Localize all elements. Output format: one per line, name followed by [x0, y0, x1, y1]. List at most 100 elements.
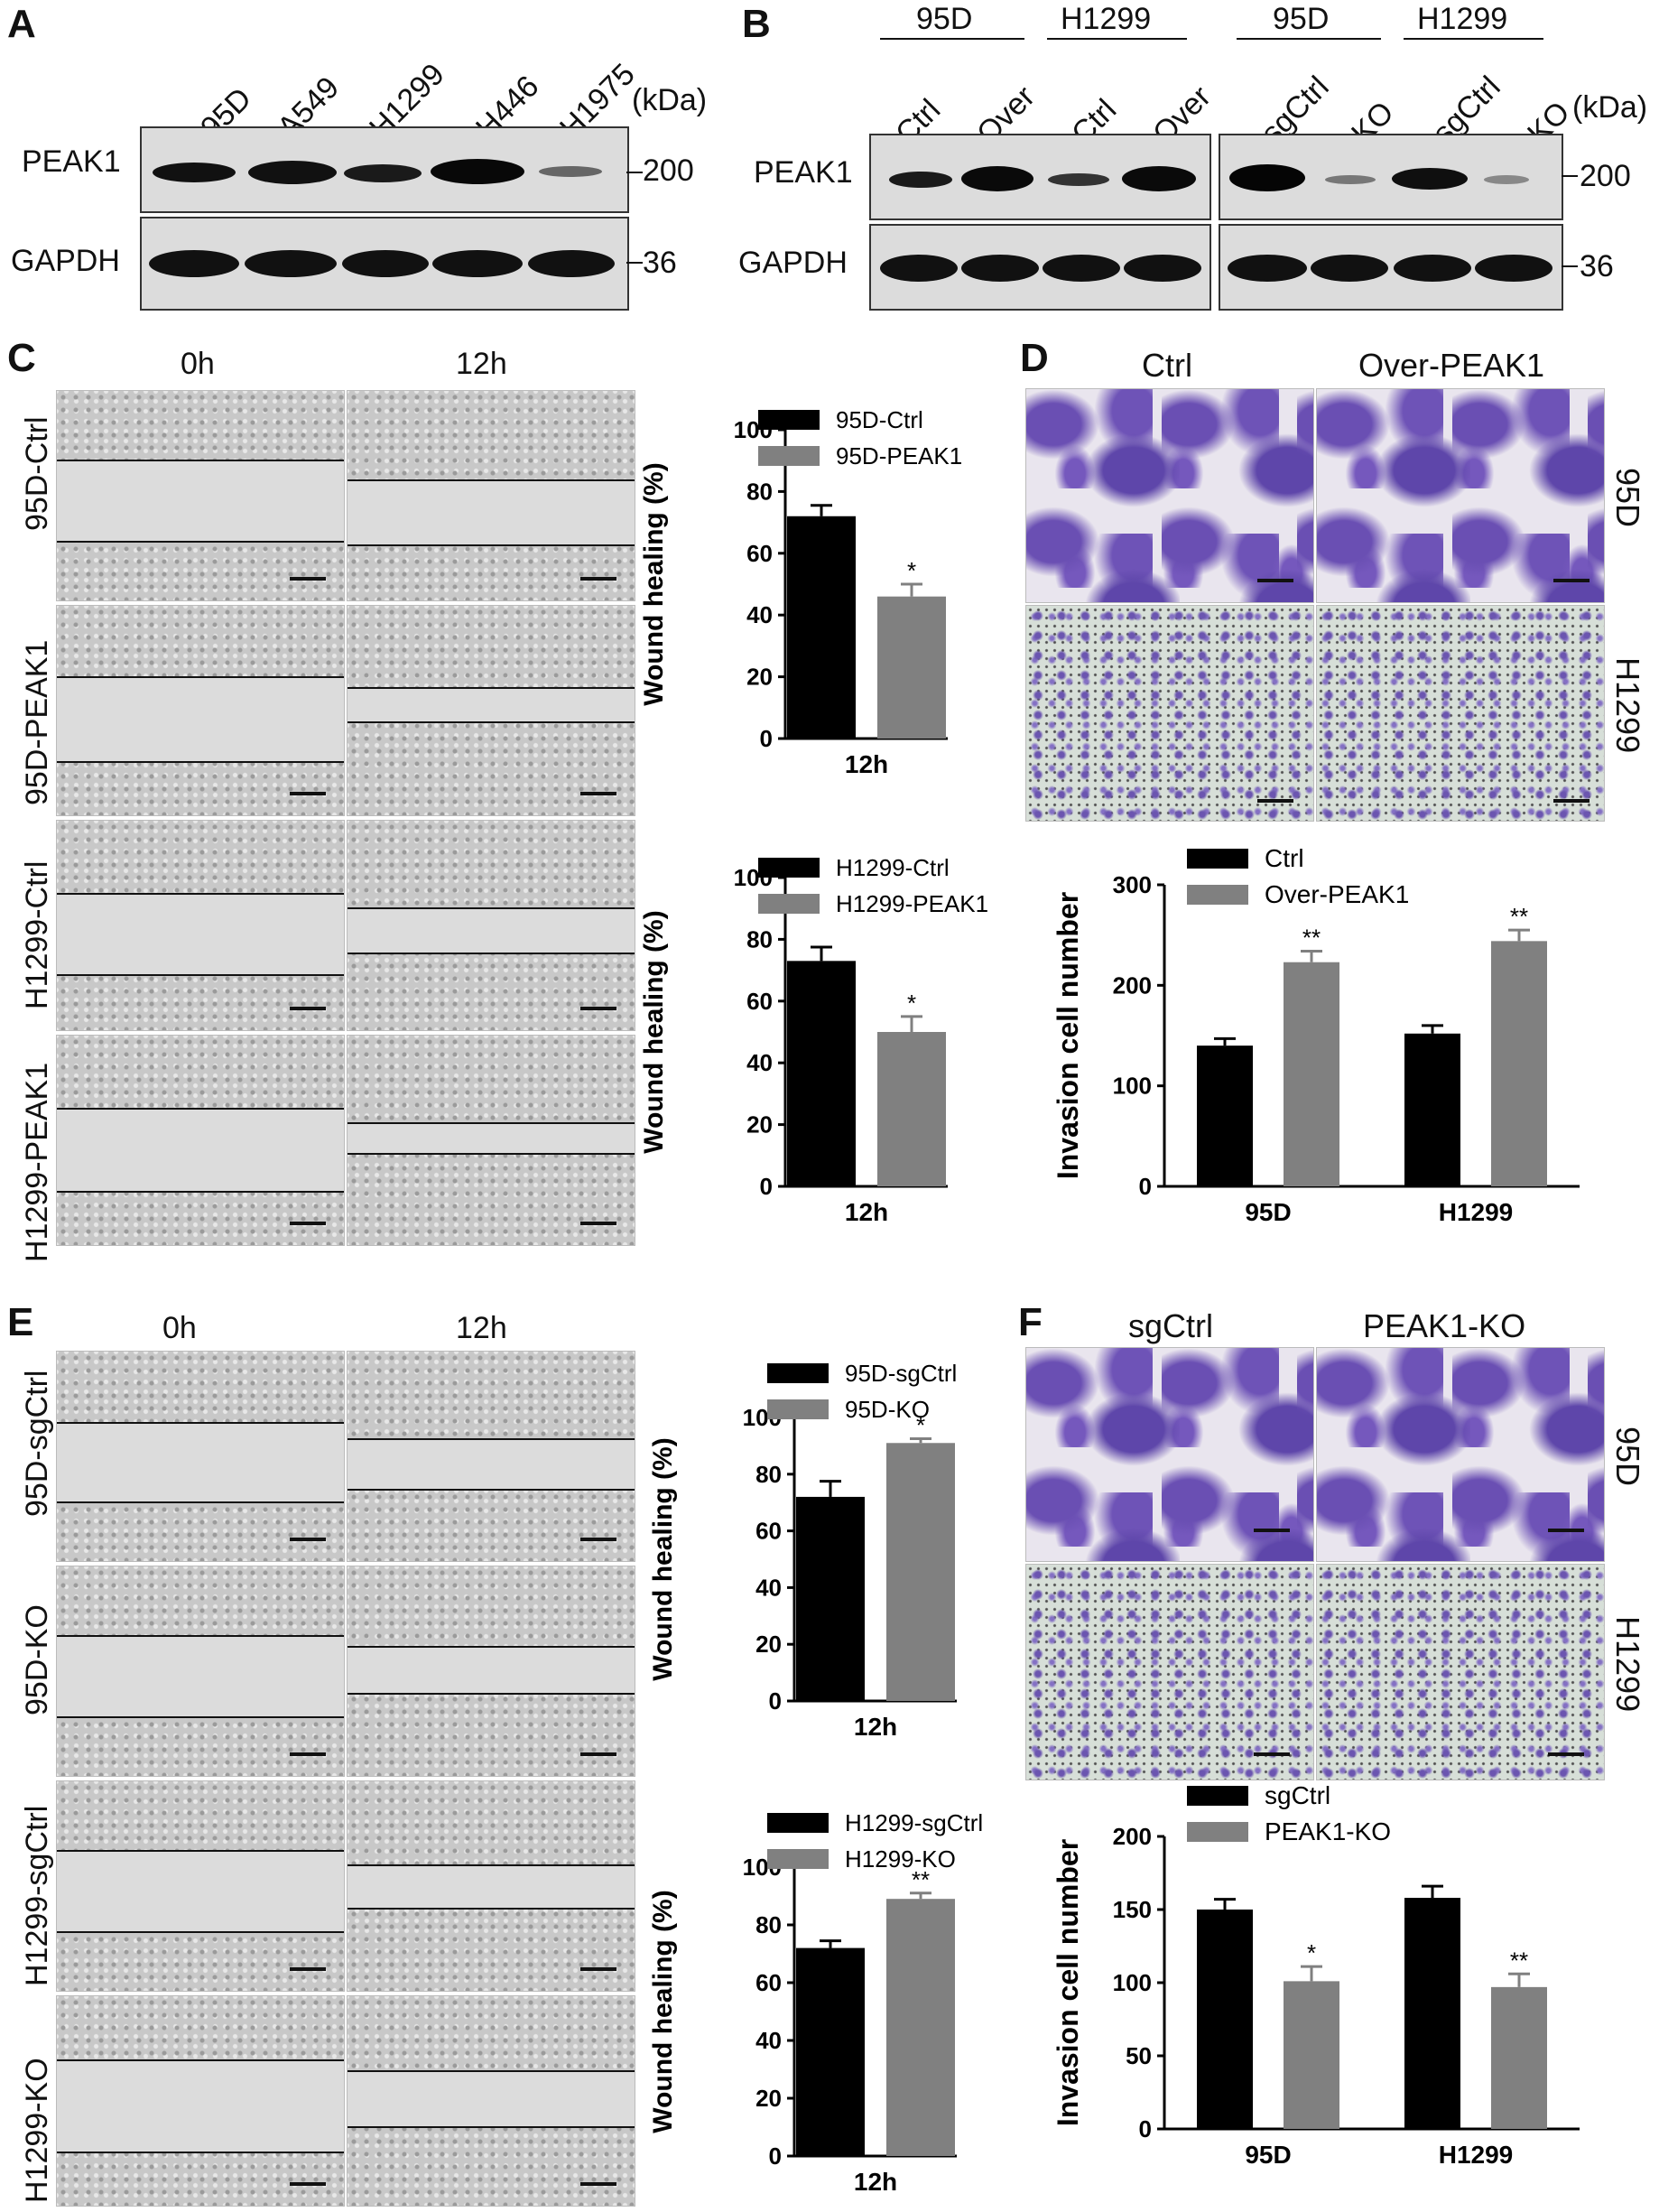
y-tick-label: 40: [746, 601, 773, 628]
kda-marker: 200: [643, 153, 694, 188]
bar: [1491, 941, 1547, 1186]
wound-image: [347, 390, 635, 601]
y-tick-label: 40: [746, 1049, 773, 1076]
wound-image: [347, 605, 635, 816]
group-label: 95D: [1273, 2, 1330, 36]
invasion-image: [1316, 388, 1605, 603]
y-tick-label: 80: [755, 1461, 782, 1488]
row-label: 95D-KO: [20, 1604, 54, 1715]
panel-letter-a: A: [7, 2, 36, 46]
x-category-label: H1299: [1439, 1198, 1514, 1226]
group-label: H1299: [1061, 2, 1152, 36]
kda-label: (kDa): [632, 83, 708, 117]
bar: [796, 1496, 865, 1701]
panel-letter-d: D: [1020, 336, 1049, 380]
time-label: 12h: [456, 1311, 507, 1345]
y-tick-label: 60: [746, 988, 773, 1015]
x-category-label: 12h: [845, 750, 888, 778]
row-label: 95D-sgCtrl: [20, 1370, 54, 1517]
legend-swatch: [758, 410, 820, 430]
significance-label: *: [1307, 1939, 1316, 1966]
bar: [1404, 1898, 1460, 2129]
y-tick-label: 200: [1113, 1823, 1152, 1850]
y-tick-label: 40: [755, 2027, 782, 2054]
significance-label: *: [907, 990, 916, 1017]
western-blot-peak1-left: [869, 134, 1211, 220]
y-axis-label: Wound healing (%): [648, 1437, 678, 1680]
y-tick-label: 60: [755, 1518, 782, 1545]
wound-image: [347, 1780, 635, 1992]
column-label: Over-PEAK1: [1358, 347, 1545, 384]
y-tick-label: 80: [746, 478, 773, 505]
bar: [1197, 1046, 1253, 1186]
bar: [787, 516, 856, 739]
row-label: H1299: [1609, 657, 1646, 754]
wound-image: [347, 1566, 635, 1777]
bar-chart-f-invasion: 0 50 100 150 200 Invasion cell number * 95D ** H1…: [1052, 1781, 1580, 2169]
bar: [886, 1443, 955, 1701]
legend-label: Ctrl: [1265, 844, 1304, 872]
time-label: 12h: [456, 347, 507, 381]
invasion-image: [1316, 1347, 1605, 1562]
wound-image: [56, 1780, 345, 1992]
column-label: PEAK1-KO: [1363, 1307, 1526, 1344]
y-tick-label: 60: [746, 540, 773, 567]
significance-label: **: [1302, 924, 1321, 951]
wound-image: [56, 1566, 345, 1777]
row-label: H1299-KO: [20, 2058, 54, 2203]
blot-row-label: GAPDH: [11, 244, 120, 278]
legend-label: 95D-Ctrl: [836, 406, 923, 433]
bar: [1284, 962, 1339, 1186]
column-label: Ctrl: [1142, 347, 1192, 384]
legend-label: 95D-KO: [845, 1396, 930, 1423]
wound-image: [347, 820, 635, 1031]
significance-label: *: [907, 557, 916, 584]
y-tick-label: 100: [1113, 1969, 1152, 1996]
panel-letter-c: C: [7, 336, 36, 380]
blot-row-label: PEAK1: [754, 155, 853, 190]
bar: [1404, 1033, 1460, 1186]
y-tick-label: 0: [760, 725, 773, 752]
y-tick-label: 20: [746, 1111, 773, 1139]
kda-label: (kDa): [1572, 90, 1648, 125]
y-tick-label: 0: [1139, 1173, 1152, 1200]
wound-image: [56, 820, 345, 1031]
y-axis-label: Wound healing (%): [648, 1890, 678, 2133]
y-axis-label: Wound healing (%): [639, 910, 669, 1153]
x-category-label: 12h: [854, 1713, 897, 1741]
invasion-image: [1316, 1564, 1605, 1780]
legend-swatch: [767, 1813, 829, 1833]
time-label: 0h: [181, 347, 215, 381]
row-label: 95D: [1609, 468, 1646, 528]
significance-label: **: [1510, 903, 1528, 930]
bar: [877, 596, 946, 739]
x-category-label: 95D: [1245, 2141, 1291, 2169]
wound-image: [347, 1995, 635, 2207]
western-blot-peak1: [140, 126, 629, 213]
y-axis-label: Invasion cell number: [1052, 892, 1084, 1179]
y-tick-label: 0: [760, 1173, 773, 1200]
y-tick-label: 150: [1113, 1896, 1152, 1923]
legend-label: sgCtrl: [1265, 1781, 1330, 1809]
kda-marker: 36: [1580, 249, 1614, 283]
row-label: 95D-Ctrl: [20, 416, 54, 531]
y-tick-label: 60: [755, 1969, 782, 1996]
bar: [877, 1032, 946, 1186]
panel-letter-b: B: [742, 2, 771, 46]
significance-label: **: [1510, 1947, 1528, 1974]
significance-label: **: [912, 1866, 930, 1893]
significance-label: *: [916, 1412, 925, 1439]
row-label: H1299-PEAK1: [20, 1062, 54, 1262]
row-label: 95D-PEAK1: [20, 639, 54, 805]
wound-image: [347, 1035, 635, 1246]
x-category-label: 12h: [854, 2168, 897, 2196]
x-category-label: 95D: [1245, 1198, 1291, 1226]
y-axis-label: Invasion cell number: [1052, 1839, 1084, 2126]
western-blot-peak1-right: [1219, 134, 1563, 220]
kda-marker: 200: [1580, 159, 1631, 193]
bar: [886, 1899, 955, 2156]
panel-letter-f: F: [1018, 1300, 1043, 1344]
